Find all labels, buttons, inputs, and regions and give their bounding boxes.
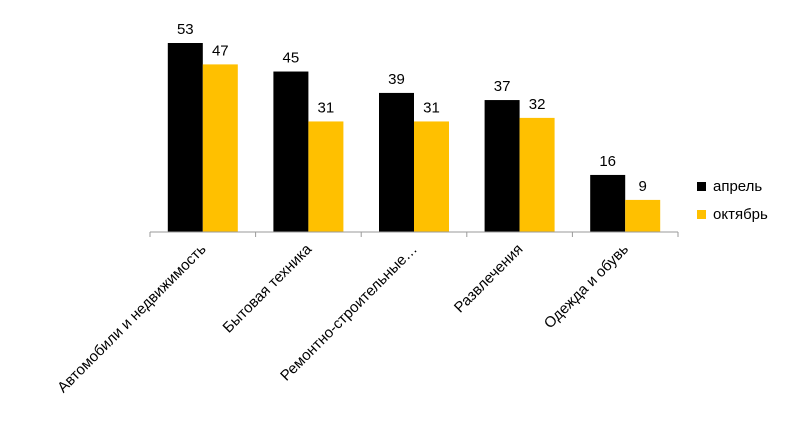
data-label: 9 — [639, 178, 647, 195]
bar-april — [590, 174, 626, 232]
bar-october — [625, 199, 661, 232]
bars-layer — [167, 43, 661, 232]
data-label: 32 — [529, 96, 546, 113]
category-label: Одежда и обувь — [541, 241, 632, 332]
data-label: 37 — [494, 78, 511, 95]
data-label: 39 — [388, 71, 405, 88]
category-label: Развлечения — [451, 241, 526, 316]
legend: апрель октябрь — [697, 178, 768, 223]
data-label: 31 — [423, 99, 440, 116]
bar-october — [414, 121, 449, 232]
data-labels-layer: 53 47 45 31 39 31 37 32 16 9 — [177, 21, 647, 195]
legend-label: октябрь — [713, 206, 768, 223]
data-label: 47 — [212, 42, 229, 59]
bar-april — [167, 43, 203, 232]
legend-swatch — [697, 182, 706, 191]
bar-april — [273, 71, 309, 232]
bar-october — [202, 64, 238, 232]
bar-april — [484, 100, 520, 232]
data-label: 45 — [283, 50, 300, 67]
data-label: 16 — [599, 153, 616, 170]
bar-october — [519, 117, 555, 232]
x-axis-ticks — [149, 232, 679, 237]
bar-april — [379, 92, 414, 232]
category-labels-layer: Автомобили и недвижимость Бытовая техника… — [54, 240, 632, 396]
data-label: 53 — [177, 21, 194, 38]
bar-october — [308, 121, 344, 232]
legend-swatch — [697, 210, 706, 219]
category-label: Бытовая техника — [220, 240, 316, 336]
data-label: 31 — [318, 99, 335, 116]
category-label: Автомобили и недвижимость — [54, 241, 210, 397]
legend-label: апрель — [713, 178, 762, 195]
